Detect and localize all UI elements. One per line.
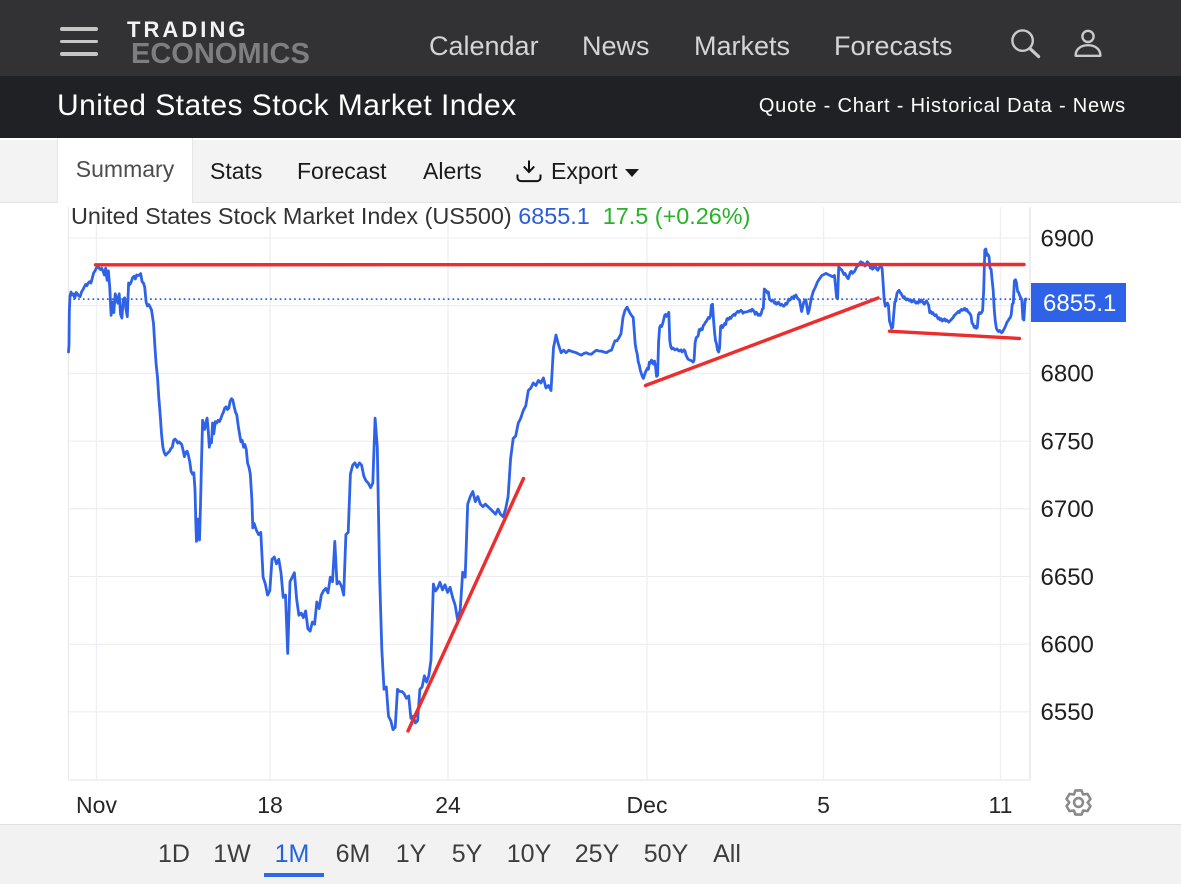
svg-text:Dec: Dec (627, 792, 668, 818)
svg-text:6900: 6900 (1041, 225, 1094, 252)
svg-text:6750: 6750 (1041, 428, 1094, 455)
svg-text:6855.1: 6855.1 (1043, 290, 1116, 317)
svg-text:6800: 6800 (1041, 361, 1094, 388)
svg-text:11: 11 (989, 792, 1013, 818)
svg-text:24: 24 (435, 792, 461, 818)
svg-text:Nov: Nov (76, 792, 117, 818)
svg-text:5: 5 (817, 792, 830, 818)
svg-text:6700: 6700 (1041, 496, 1094, 523)
svg-text:18: 18 (257, 792, 283, 818)
svg-text:6550: 6550 (1041, 699, 1094, 726)
svg-text:6600: 6600 (1041, 632, 1094, 659)
svg-text:6650: 6650 (1041, 564, 1094, 591)
